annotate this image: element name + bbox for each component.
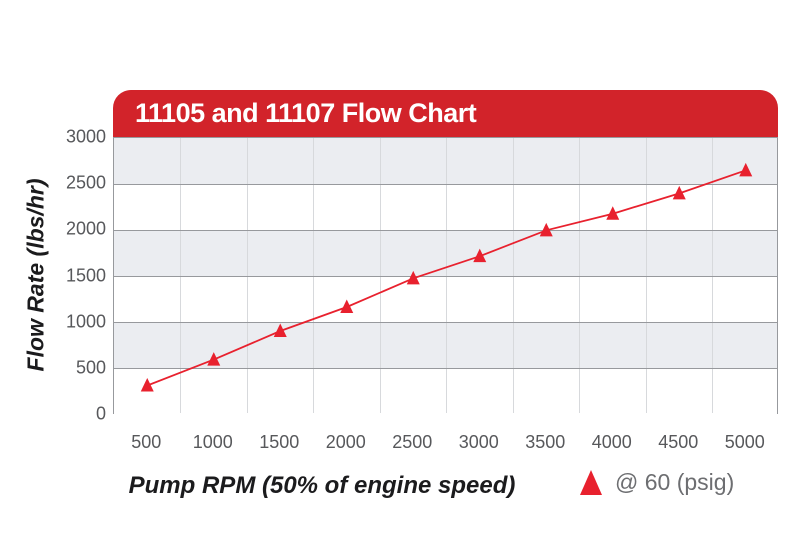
v-gridline <box>246 138 248 413</box>
v-gridline <box>379 138 381 413</box>
chart-title-banner: 11105 and 11107 Flow Chart <box>113 90 778 137</box>
x-tick-label: 4500 <box>658 432 699 452</box>
h-gridline <box>114 229 777 231</box>
y-tick-label: 3000 <box>65 126 106 147</box>
y-tick-label: 1000 <box>65 311 106 332</box>
legend: @ 60 (psig) <box>580 469 734 496</box>
legend-label: @ 60 (psig) <box>615 469 735 495</box>
x-axis-title: Pump RPM (50% of engine speed) <box>128 472 516 499</box>
h-gridline <box>114 322 777 324</box>
plot-band <box>114 368 777 415</box>
plot-band <box>114 230 777 277</box>
data-point-marker <box>473 248 487 263</box>
data-point-marker <box>672 185 686 200</box>
data-point-marker <box>406 270 420 285</box>
v-gridline <box>579 138 580 413</box>
data-point-marker <box>539 222 553 237</box>
data-point-marker <box>273 323 287 337</box>
x-tick-label: 3000 <box>458 432 499 452</box>
data-point-marker <box>606 206 620 220</box>
x-tick-label: 1500 <box>259 432 300 452</box>
y-tick-label: 2000 <box>65 218 106 239</box>
v-gridline <box>645 138 647 413</box>
h-gridline <box>114 276 777 277</box>
x-tick-label: 2500 <box>392 432 433 452</box>
data-point-marker <box>140 377 154 392</box>
y-tick-label: 0 <box>95 403 106 424</box>
plot-area <box>113 137 778 415</box>
y-tick-label: 2500 <box>65 172 106 193</box>
data-point-marker <box>207 352 221 366</box>
y-tick-label: 1500 <box>65 265 106 285</box>
data-series-svg <box>140 162 753 392</box>
plot-band <box>114 276 777 323</box>
y-tick-label: 500 <box>75 357 106 378</box>
x-tick-label: 500 <box>131 432 162 452</box>
h-gridline <box>114 368 777 370</box>
v-gridline <box>446 138 447 413</box>
plot-band <box>114 322 777 369</box>
data-point-marker <box>340 299 354 313</box>
data-line <box>146 169 747 387</box>
h-gridline <box>114 183 777 185</box>
plot-band <box>114 184 777 231</box>
x-tick-label: 2000 <box>325 432 366 452</box>
x-tick-label: 1000 <box>192 432 233 452</box>
legend-triangle-icon <box>580 470 602 495</box>
data-point-marker <box>739 162 753 177</box>
x-tick-label: 3500 <box>525 432 566 452</box>
v-gridline <box>512 138 514 413</box>
x-tick-label: 4000 <box>591 432 632 452</box>
chart-title: 11105 and 11107 Flow Chart <box>135 98 477 128</box>
v-gridline <box>313 138 314 413</box>
v-gridline <box>180 138 181 413</box>
x-tick-label: 5000 <box>724 432 765 452</box>
v-gridline <box>712 138 713 413</box>
plot-band <box>114 138 777 185</box>
